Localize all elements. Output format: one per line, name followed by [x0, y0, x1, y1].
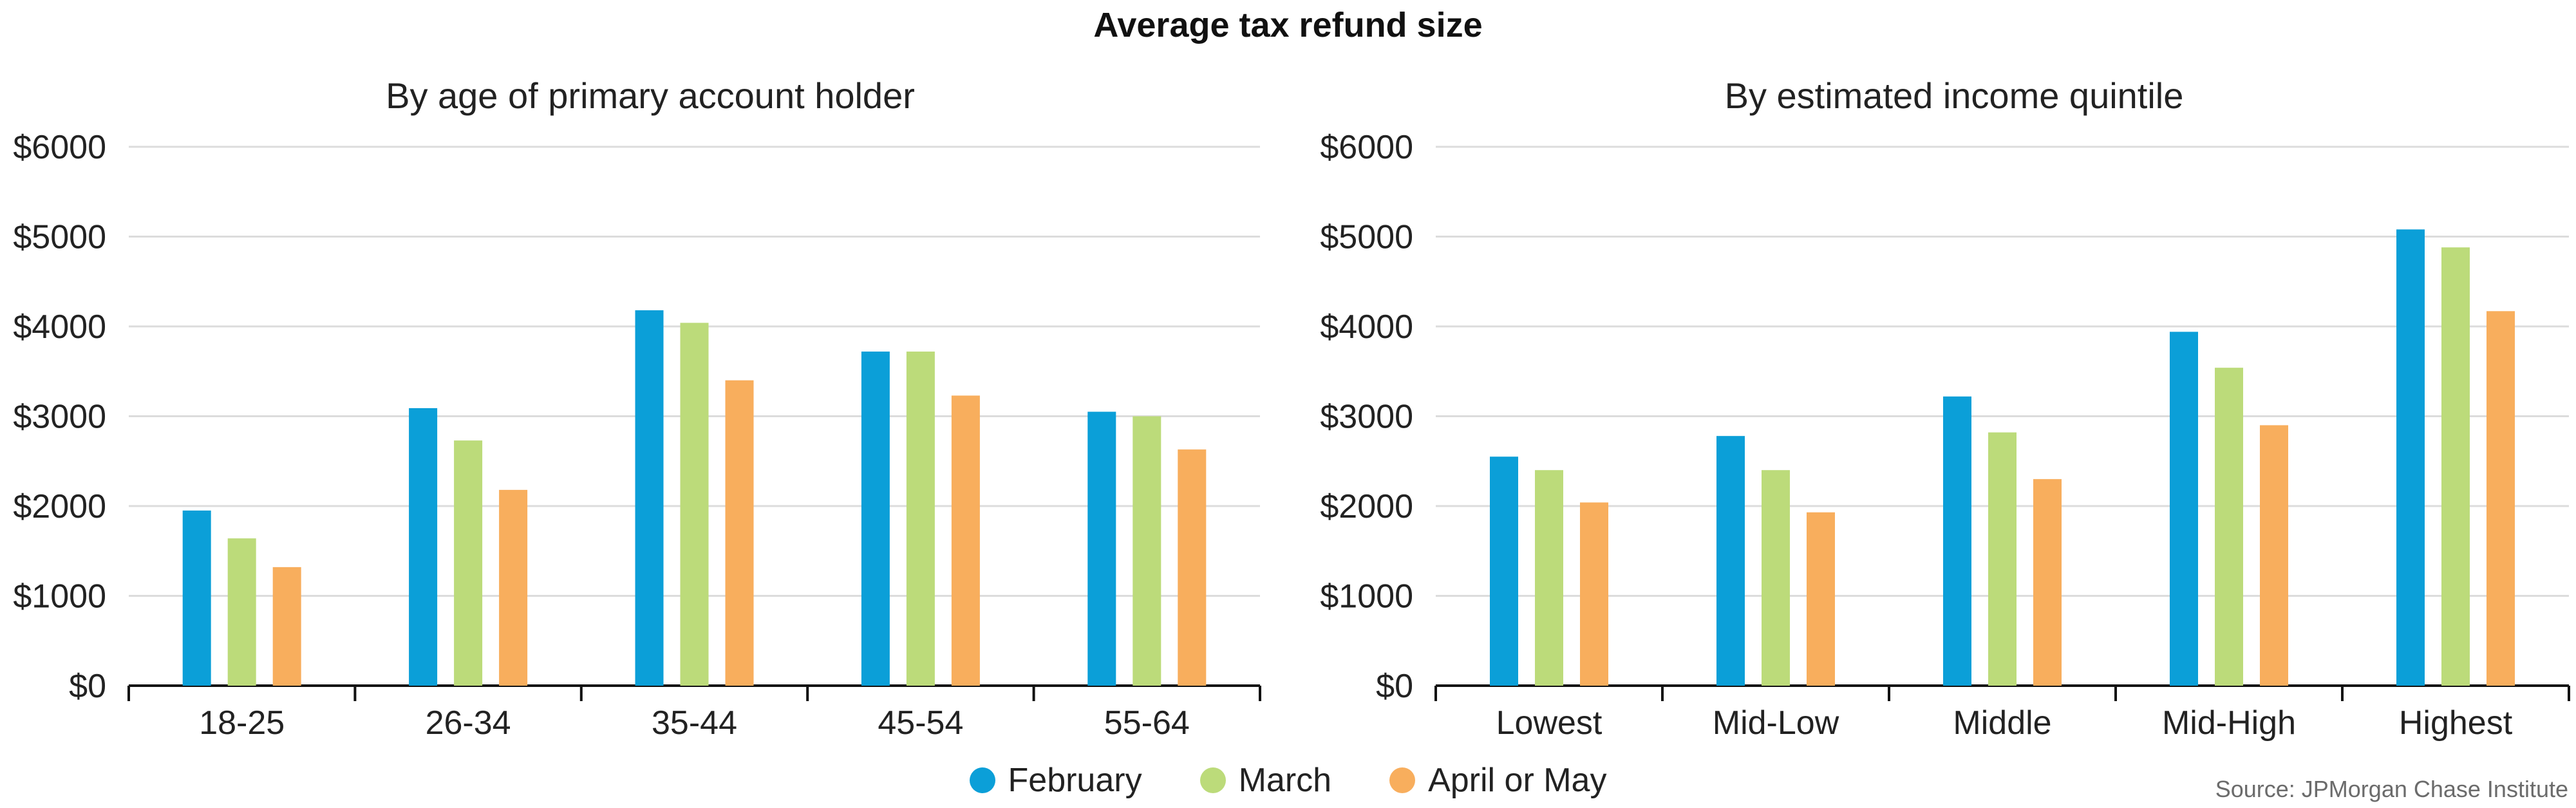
bar-april-or-may [951, 395, 980, 686]
y-tick-label: $4000 [13, 308, 106, 346]
y-tick-label: $2000 [13, 488, 106, 525]
y-tick-label: $6000 [1320, 129, 1413, 166]
y-tick-label: $2000 [1320, 488, 1413, 525]
y-tick-label: $6000 [13, 129, 106, 166]
x-tick-label: 45-54 [878, 704, 963, 742]
y-tick-label: $0 [1376, 668, 1413, 705]
legend-swatch [1389, 767, 1416, 793]
y-tick-label: $1000 [13, 578, 106, 615]
bar-february [2396, 229, 2425, 686]
bar-april-or-may [1178, 449, 1207, 686]
bar-february [1490, 456, 1518, 686]
y-tick-label: $5000 [13, 219, 106, 256]
bar-march [1535, 470, 1563, 686]
bar-april-or-may [1807, 512, 1835, 686]
bar-april-or-may [499, 489, 528, 686]
x-tick-label: 35-44 [652, 704, 737, 742]
bar-april-or-may [2033, 479, 2062, 686]
y-tick-label: $3000 [13, 399, 106, 436]
bar-april-or-may [725, 380, 754, 686]
bar-february [1087, 411, 1116, 686]
legend-item: April or May [1389, 761, 1606, 800]
bar-march [906, 352, 935, 686]
x-tick-label: Highest [2399, 704, 2513, 742]
bar-april-or-may [1580, 502, 1608, 686]
x-tick-label: 18-25 [199, 704, 285, 742]
legend: February March April or May [0, 761, 2576, 800]
legend-item: March [1199, 761, 1332, 800]
panel-title: By age of primary account holder [386, 75, 915, 116]
x-tick-label: Lowest [1496, 704, 1603, 742]
bar-february [861, 352, 890, 686]
x-tick-label: 55-64 [1104, 704, 1190, 742]
legend-label: February [1008, 762, 1142, 799]
bar-february [2170, 332, 2198, 686]
legend-swatch [969, 767, 995, 793]
y-tick-label: $4000 [1320, 308, 1413, 346]
bar-february [409, 408, 438, 686]
bar-march [454, 440, 483, 686]
bar-march [1133, 416, 1161, 686]
bar-february [182, 510, 211, 686]
bar-february [635, 310, 664, 686]
bar-march [2441, 247, 2470, 686]
source-note: Source: JPMorgan Chase Institute [2215, 776, 2568, 802]
y-tick-label: $3000 [1320, 399, 1413, 436]
x-tick-label: Middle [1953, 704, 2051, 742]
panel-title: By estimated income quintile [1725, 75, 2184, 116]
y-tick-label: $5000 [1320, 219, 1413, 256]
bar-march [227, 538, 256, 686]
legend-label: April or May [1428, 762, 1607, 799]
legend-label: March [1238, 762, 1332, 799]
bar-april-or-may [272, 567, 301, 686]
bar-march [2215, 368, 2243, 686]
x-tick-label: Mid-High [2162, 704, 2296, 742]
bar-february [1943, 396, 1971, 686]
bar-march [1988, 432, 2017, 686]
x-tick-label: 26-34 [426, 704, 511, 742]
y-tick-label: $1000 [1320, 578, 1413, 615]
bar-march [1762, 470, 1790, 686]
legend-item: February [969, 761, 1142, 800]
chart-title: Average tax refund size [1093, 6, 1483, 44]
x-tick-label: Mid-Low [1713, 704, 1839, 742]
legend-swatch [1199, 767, 1226, 793]
bar-march [680, 323, 709, 686]
bar-february [1716, 436, 1745, 686]
bar-april-or-may [2487, 311, 2515, 686]
y-tick-label: $0 [69, 668, 106, 705]
bar-april-or-may [2260, 425, 2288, 686]
